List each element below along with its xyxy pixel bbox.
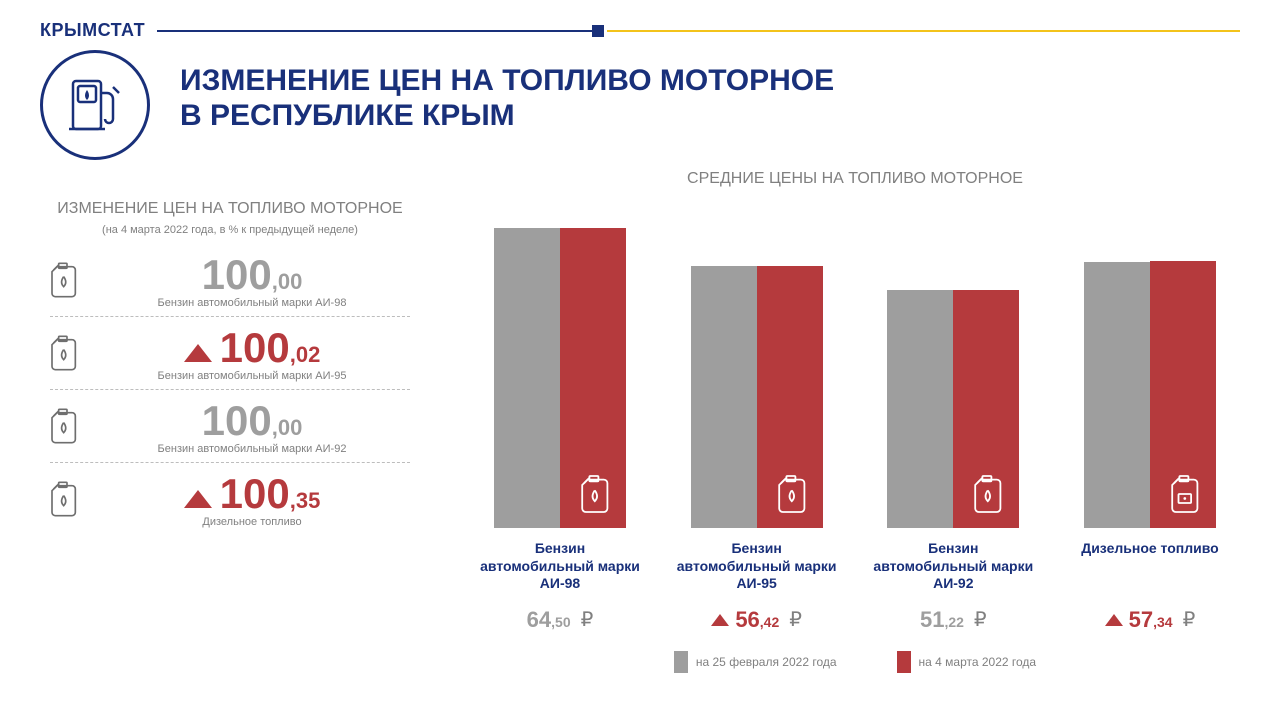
- percent-label: Бензин автомобильный марки АИ-98: [84, 297, 420, 309]
- percent-value: 100,35: [184, 470, 321, 518]
- jerrycan-icon: [40, 406, 84, 446]
- percent-row: 100,02 Бензин автомобильный марки АИ-95: [40, 323, 420, 383]
- price-cell: 51,22 ₽: [873, 607, 1033, 633]
- bar: [757, 266, 823, 528]
- legend-label: на 4 марта 2022 года: [919, 655, 1037, 669]
- ruble-sign: ₽: [581, 607, 594, 632]
- price-cell: 56,42 ₽: [677, 607, 837, 633]
- bar-label: Дизельное топливо: [1070, 540, 1230, 593]
- bar: [953, 290, 1019, 528]
- percent-value: 100,00: [202, 251, 303, 299]
- page-title: ИЗМЕНЕНИЕ ЦЕН НА ТОПЛИВО МОТОРНОЕВ РЕСПУ…: [180, 50, 834, 133]
- jerrycan-icon: [40, 260, 84, 300]
- percent-label: Бензин автомобильный марки АИ-95: [84, 370, 420, 382]
- percent-row: 100,00 Бензин автомобильный марки АИ-92: [40, 396, 420, 456]
- legend-swatch: [897, 651, 911, 673]
- chart-legend: на 25 февраля 2022 года на 4 марта 2022 …: [470, 651, 1240, 673]
- price-cell: 57,34 ₽: [1070, 607, 1230, 633]
- bar-group: [1070, 261, 1230, 528]
- price-value: 57,34: [1129, 607, 1173, 633]
- percent-label: Бензин автомобильный марки АИ-92: [84, 443, 420, 455]
- bar: [1150, 261, 1216, 528]
- percent-label: Дизельное топливо: [84, 516, 420, 528]
- legend-item: на 4 марта 2022 года: [897, 651, 1037, 673]
- up-arrow-icon: [711, 614, 729, 626]
- rule-blue: [157, 30, 597, 32]
- title-block: ИЗМЕНЕНИЕ ЦЕН НА ТОПЛИВО МОТОРНОЕВ РЕСПУ…: [40, 50, 1240, 160]
- ruble-sign: ₽: [1183, 607, 1196, 632]
- header-bar: КРЫМСТАТ: [40, 20, 1240, 41]
- percent-row: 100,35 Дизельное топливо: [40, 469, 420, 529]
- divider: [50, 389, 410, 390]
- bar-group: [480, 228, 640, 528]
- price-cell: 64,50 ₽: [480, 607, 640, 633]
- jerrycan-icon: [40, 333, 84, 373]
- fuel-pump-icon: [40, 50, 150, 160]
- price-value: 56,42: [735, 607, 779, 633]
- brand-label: КРЫМСТАТ: [40, 20, 145, 41]
- legend-item: на 25 февраля 2022 года: [674, 651, 837, 673]
- bar: [1084, 262, 1150, 528]
- percent-row: 100,00 Бензин автомобильный марки АИ-98: [40, 250, 420, 310]
- price-value: 64,50: [527, 607, 571, 633]
- percent-value: 100,00: [202, 397, 303, 445]
- price-chart-panel: СРЕДНИЕ ЦЕНЫ НА ТОПЛИВО МОТОРНОЕ Бензин …: [470, 170, 1240, 673]
- jerrycan-icon: [40, 479, 84, 519]
- bar-label: Бензин автомобильный марки АИ-95: [677, 540, 837, 593]
- up-arrow-icon: [1105, 614, 1123, 626]
- divider: [50, 462, 410, 463]
- ruble-sign: ₽: [789, 607, 802, 632]
- percent-value: 100,02: [184, 324, 321, 372]
- percent-change-panel: ИЗМЕНЕНИЕ ЦЕН НА ТОПЛИВО МОТОРНОЕ (на 4 …: [40, 200, 420, 531]
- chart-title: СРЕДНИЕ ЦЕНЫ НА ТОПЛИВО МОТОРНОЕ: [470, 170, 1240, 188]
- bar: [887, 290, 953, 528]
- left-heading: ИЗМЕНЕНИЕ ЦЕН НА ТОПЛИВО МОТОРНОЕ: [40, 200, 420, 218]
- legend-label: на 25 февраля 2022 года: [696, 655, 837, 669]
- left-subheading: (на 4 марта 2022 года, в % к предыдущей …: [40, 224, 420, 236]
- bar-group: [873, 290, 1033, 528]
- price-value: 51,22: [920, 607, 964, 633]
- divider: [50, 316, 410, 317]
- bar-label: Бензин автомобильный марки АИ-98: [480, 540, 640, 593]
- chart-prices-row: 64,50 ₽ 56,42 ₽ 51,22 ₽ 57,34 ₽: [470, 607, 1240, 633]
- ruble-sign: ₽: [974, 607, 987, 632]
- chart-area: [470, 208, 1240, 528]
- bar: [560, 228, 626, 528]
- bar: [691, 266, 757, 528]
- bar-label: Бензин автомобильный марки АИ-92: [873, 540, 1033, 593]
- chart-labels-row: Бензин автомобильный марки АИ-98 Бензин а…: [470, 540, 1240, 593]
- legend-swatch: [674, 651, 688, 673]
- bar: [494, 228, 560, 528]
- rule-yellow: [607, 30, 1240, 32]
- bar-group: [677, 266, 837, 528]
